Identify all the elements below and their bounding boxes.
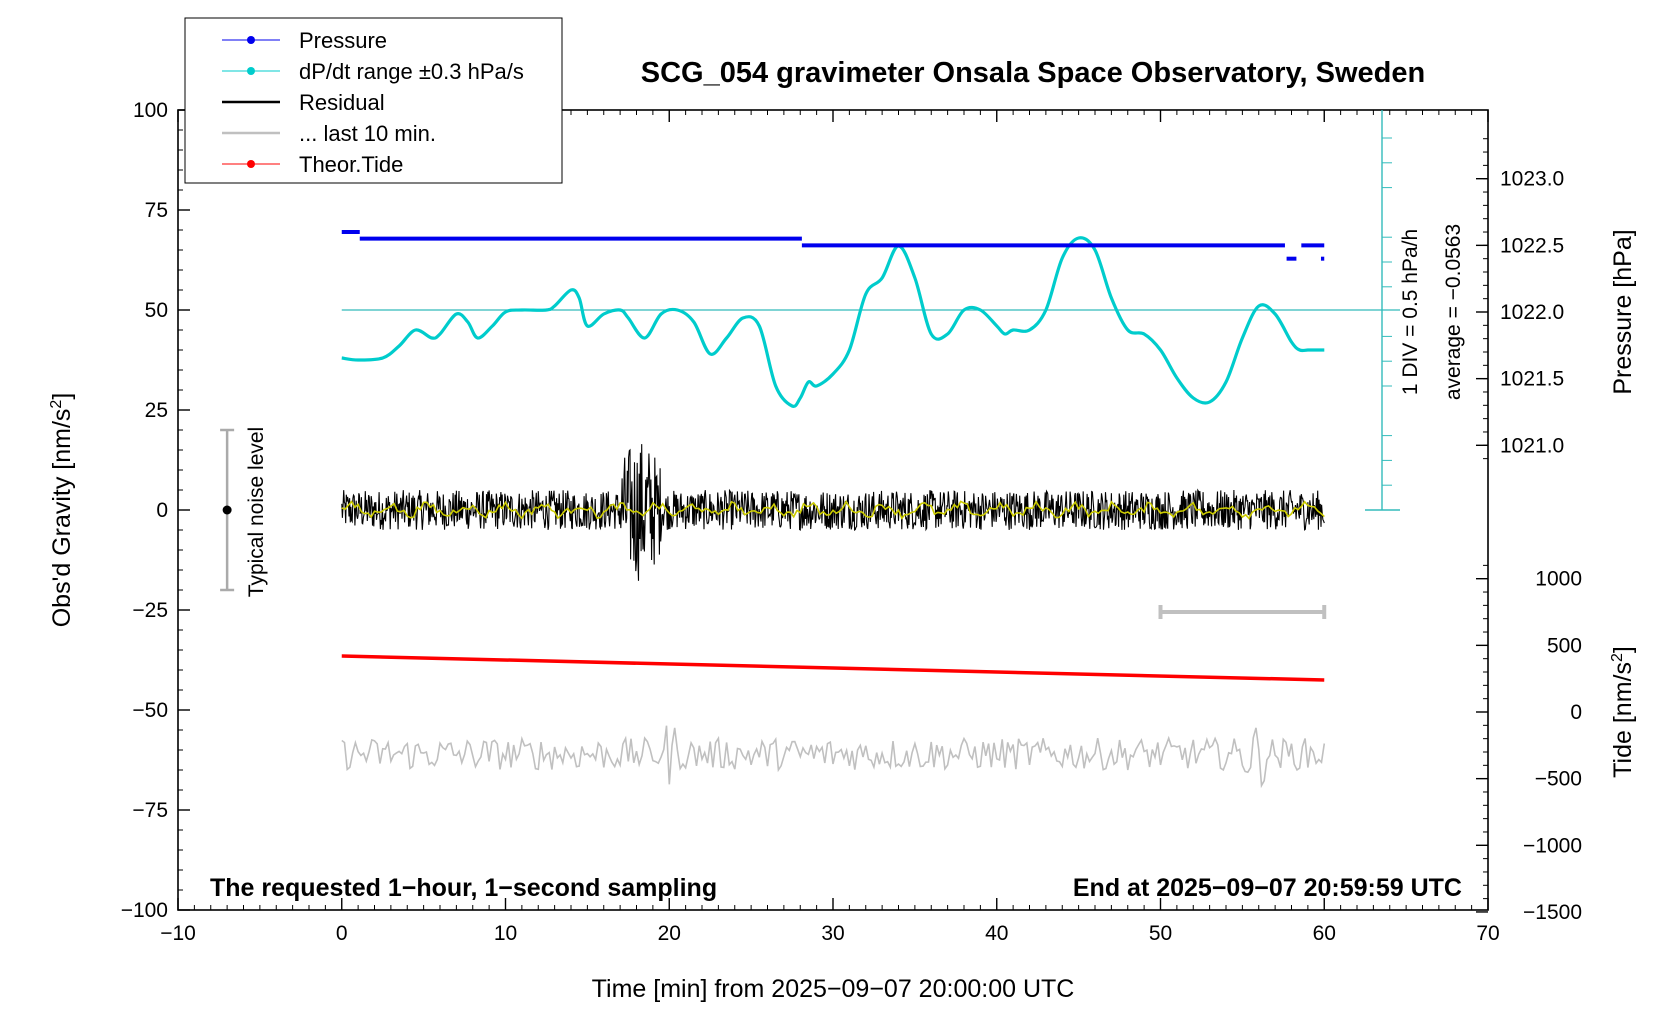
series-layer (220, 230, 1400, 789)
y-tick-label-8: 100 (133, 99, 168, 122)
y-tick-label-3: −25 (132, 599, 168, 622)
x-tick-label-8: 70 (1476, 922, 1499, 945)
residual-line (341, 444, 1325, 581)
x-tick-label-0: −10 (160, 922, 196, 945)
legend-last10-label: ... last 10 min. (299, 121, 436, 146)
last10-line (341, 725, 1326, 789)
legend: Pressure dP/dt range ±0.3 hPa/s Residual… (184, 17, 563, 184)
y-tick-label-6: 50 (145, 299, 168, 322)
chart-title: SCG_054 gravimeter Onsala Space Observat… (641, 57, 1425, 89)
y-axis-label-sup: 2 (48, 400, 65, 409)
y-tick-label-7: 75 (145, 199, 168, 222)
x-tick-label-4: 30 (821, 922, 844, 945)
legend-last10: ... last 10 min. (222, 121, 436, 146)
pressure-tick-label-1: 1021.5 (1500, 368, 1564, 391)
average-label: average = −0.0563 (1442, 224, 1465, 400)
y-axis-label-end: ] (48, 393, 76, 400)
tide-axis-label-end: ] (1609, 646, 1637, 653)
noise-level-label: Typical noise level (245, 427, 268, 597)
y-tick-label-1: −75 (132, 799, 168, 822)
y-tick-label-0: −100 (121, 899, 168, 922)
x-tick-label-2: 10 (494, 922, 517, 945)
legend-tide-dot (247, 160, 255, 168)
tide-ticks: −1500 −1000 −500 0 500 1000 (1476, 564, 1582, 924)
y-tick-label-5: 25 (145, 399, 168, 422)
right-footer: End at 2025−09−07 20:59:59 UTC (1073, 874, 1462, 902)
x-ticks: −10 0 10 20 30 40 50 60 70 (160, 110, 1500, 945)
x-tick-label-3: 20 (658, 922, 681, 945)
pressure-axis-label: Pressure [hPa] (1609, 229, 1637, 394)
legend-tide: Theor.Tide (222, 152, 403, 177)
x-tick-label-6: 50 (1149, 922, 1172, 945)
legend-pressure-dot (247, 36, 255, 44)
x-tick-label-1: 0 (336, 922, 348, 945)
x-axis-label: Time [min] from 2025−09−07 20:00:00 UTC (592, 975, 1075, 1003)
x-tick-label-5: 40 (985, 922, 1008, 945)
pressure-tick-label-2: 1022.0 (1500, 301, 1564, 324)
legend-dpdt-dot (247, 67, 255, 75)
noise-dot (222, 505, 232, 515)
y-axis-label: Obs'd Gravity [nm/s2] (48, 393, 76, 628)
legend-residual: Residual (222, 90, 385, 115)
tide-tick-label-1: −1000 (1523, 834, 1582, 857)
legend-dpdt: dP/dt range ±0.3 hPa/s (222, 59, 524, 84)
legend-pressure-label: Pressure (299, 28, 387, 53)
pressure-ticks: 1021.0 1021.5 1022.0 1022.5 1023.0 (1476, 138, 1564, 460)
legend-pressure: Pressure (222, 28, 387, 53)
tide-tick-label-4: 500 (1547, 634, 1582, 657)
y-axis-label-text: Obs'd Gravity [nm/s (48, 409, 76, 628)
x-tick-label-7: 60 (1313, 922, 1336, 945)
residual-smoothed-line (341, 499, 1325, 520)
pressure-tick-label-4: 1023.0 (1500, 168, 1564, 191)
div-label: 1 DIV = 0.5 hPa/h (1399, 229, 1422, 395)
pressure-tick-label-0: 1021.0 (1500, 434, 1564, 457)
tide-tick-label-5: 1000 (1535, 568, 1582, 591)
tide-axis-label: Tide [nm/s2] (1609, 646, 1637, 778)
tide-axis-label-text: Tide [nm/s (1609, 662, 1637, 778)
tide-tick-label-3: 0 (1570, 701, 1582, 724)
tide-axis-label-sup: 2 (1609, 653, 1626, 662)
legend-tide-label: Theor.Tide (299, 152, 403, 177)
legend-residual-label: Residual (299, 90, 385, 115)
dpdt-line (341, 236, 1325, 408)
tide-line (341, 654, 1325, 682)
y-ticks: −100 −75 −50 −25 0 25 50 75 100 (121, 99, 190, 922)
legend-dpdt-label: dP/dt range ±0.3 hPa/s (299, 59, 524, 84)
y-tick-label-4: 0 (156, 499, 168, 522)
tide-tick-label-2: −500 (1535, 768, 1582, 791)
tide-tick-label-0: −1500 (1523, 901, 1582, 924)
legend-box (184, 17, 563, 184)
pressure-tick-label-3: 1022.5 (1500, 234, 1564, 257)
y-tick-label-2: −50 (132, 699, 168, 722)
left-footer: The requested 1−hour, 1−second sampling (210, 874, 717, 902)
